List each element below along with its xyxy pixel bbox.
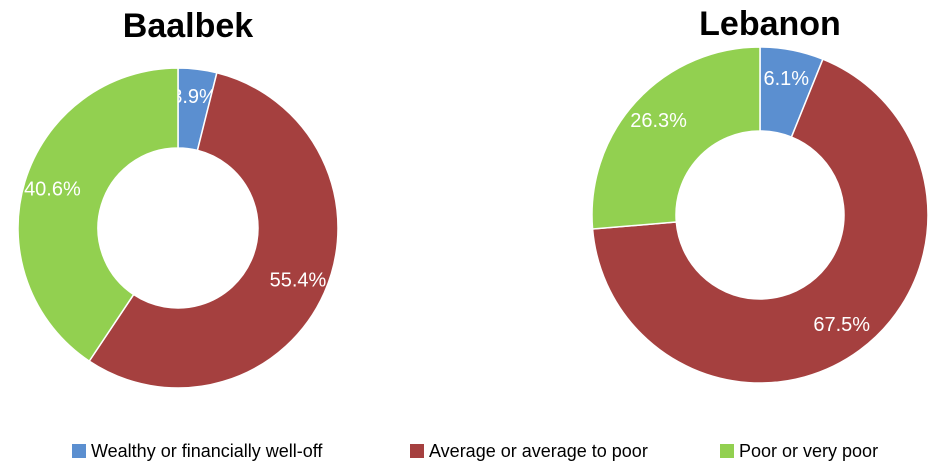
- legend-label: Average or average to poor: [429, 441, 648, 461]
- data-label: 26.3%: [630, 110, 687, 132]
- wedge: [591, 46, 761, 230]
- data-label: 67.5%: [813, 314, 870, 336]
- legend-swatch: [720, 444, 734, 458]
- legend-swatch: [410, 444, 424, 458]
- legend-label: Wealthy or financially well-off: [91, 441, 323, 461]
- chart-title: Baalbek: [123, 7, 253, 45]
- chart-title: Lebanon: [699, 5, 841, 43]
- wedge: [591, 58, 929, 384]
- wedge: [88, 71, 339, 389]
- data-label: 6.1%: [763, 68, 809, 90]
- data-label: 3.9%: [171, 86, 217, 108]
- legend-label: Poor or very poor: [739, 441, 878, 461]
- data-label: 55.4%: [270, 269, 327, 291]
- data-label: 40.6%: [24, 178, 81, 200]
- wedge: [17, 67, 179, 363]
- legend-swatch: [72, 444, 86, 458]
